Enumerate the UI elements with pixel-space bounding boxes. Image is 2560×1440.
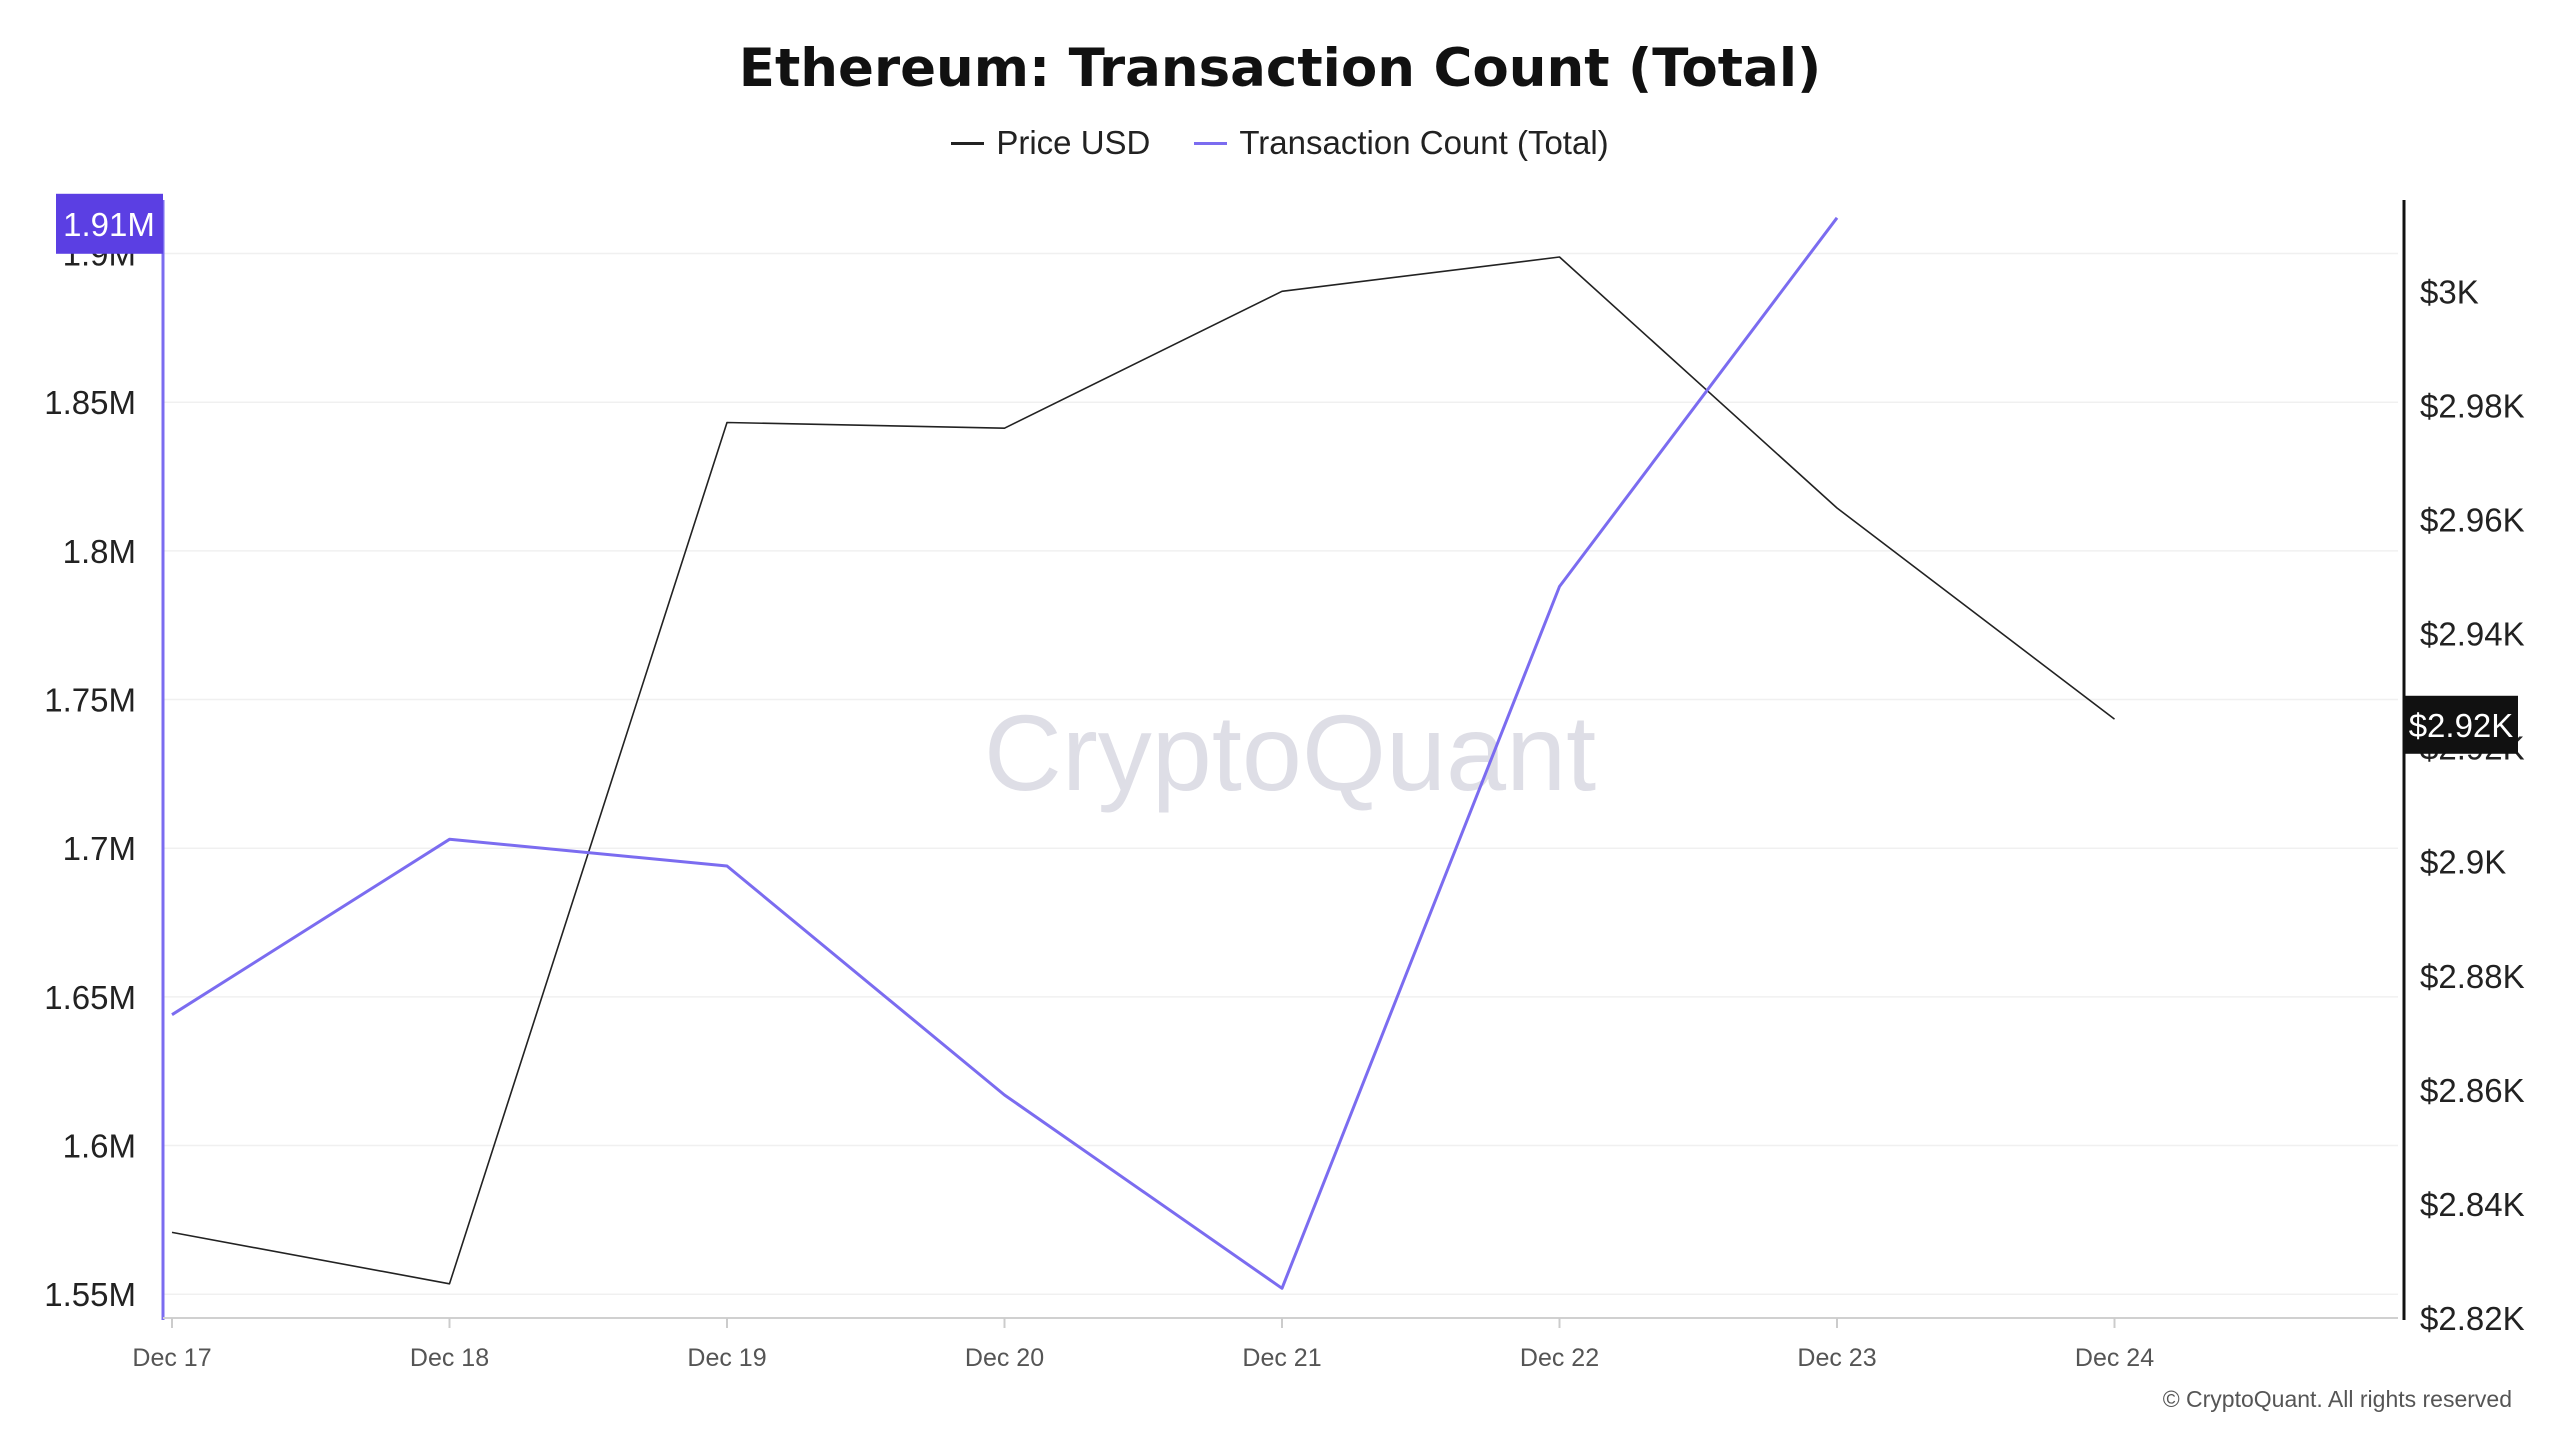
legend-swatch-price [951,141,985,145]
legend-item-price[interactable]: Price USD [951,124,1150,162]
right-tick-label: $2.84K [2420,1186,2525,1223]
right-tick-label: $3K [2420,273,2479,310]
left-current-label: 1.91M [63,206,155,243]
left-current-badge [56,193,163,254]
right-tick-label: $2.86K [2420,1072,2525,1109]
right-tick-label: $2.9K [2420,844,2506,881]
x-tick-label: Dec 19 [687,1344,766,1372]
right-tick-label: $2.96K [2420,501,2525,538]
left-tick-label: 1.75M [44,682,136,719]
legend-item-tx[interactable]: Transaction Count (Total) [1194,124,1609,162]
x-tick-label: Dec 24 [2075,1344,2154,1372]
x-tick-label: Dec 21 [1242,1344,1321,1372]
watermark: CryptoQuant [984,692,1596,813]
copyright: © CryptoQuant. All rights reserved [2162,1386,2512,1412]
left-tick-label: 1.85M [44,384,136,421]
right-tick-label: $2.82K [2420,1300,2525,1337]
left-tick-label: 1.7M [63,830,136,867]
right-current-badge [2404,695,2518,754]
right-tick-label: $2.88K [2420,958,2525,995]
x-tick-label: Dec 20 [965,1344,1044,1372]
axes [161,200,2406,1320]
x-tick-label: Dec 18 [410,1344,489,1372]
legend: Price USD Transaction Count (Total) [0,124,2560,162]
x-tick-label: Dec 17 [132,1344,211,1372]
left-tick-label: 1.65M [44,979,136,1016]
x-tick-label: Dec 23 [1797,1344,1876,1372]
right-tick-label: $2.98K [2420,387,2525,424]
left-tick-label: 1.8M [63,533,136,570]
legend-label-price: Price USD [996,124,1151,161]
series-line-price [171,256,2115,1285]
right-tick-label: $2.94K [2420,616,2525,653]
legend-label-tx: Transaction Count (Total) [1239,124,1609,161]
axis-badges: 1.91M $2.92K [56,193,2518,754]
right-current-label: $2.92K [2409,707,2514,744]
series-lines [171,216,2115,1290]
legend-swatch-tx [1194,141,1228,145]
chart-title: Ethereum: Transaction Count (Total) [738,38,1822,99]
left-tick-label: 1.55M [44,1276,136,1313]
left-tick-label: 1.6M [63,1128,136,1165]
x-tick-label: Dec 22 [1520,1344,1599,1372]
